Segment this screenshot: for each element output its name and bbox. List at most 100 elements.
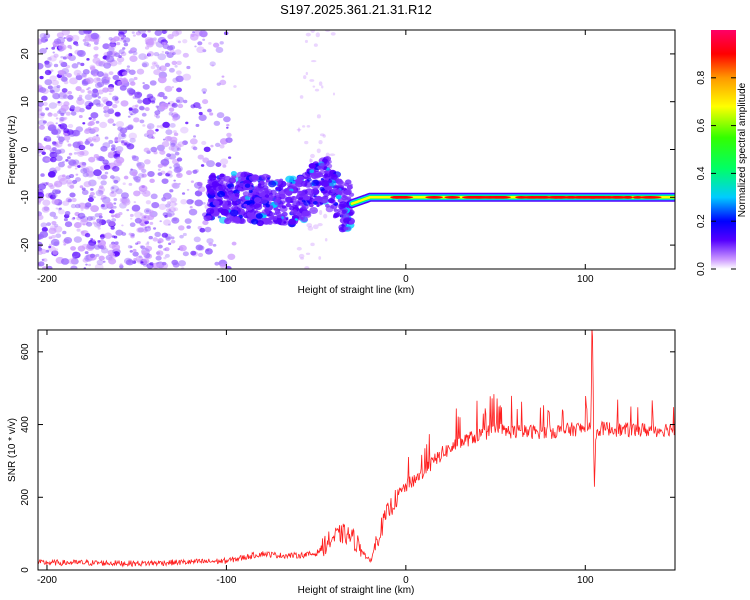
heat-blob (306, 124, 311, 128)
heat-blob (42, 101, 48, 106)
heat-blob (104, 171, 109, 175)
heat-blob (53, 53, 59, 58)
heat-blob (228, 193, 236, 199)
heat-blob (146, 262, 154, 269)
heat-blob (66, 181, 75, 188)
heat-blob (291, 180, 296, 184)
heat-blob (73, 106, 82, 113)
heat-blob (53, 152, 59, 157)
heat-blob (302, 125, 306, 128)
heat-blob (177, 40, 181, 44)
heat-blob (119, 263, 123, 266)
heat-blob (77, 165, 81, 168)
heat-blob (153, 51, 160, 57)
heat-blob (256, 220, 265, 227)
snr-series-line (38, 330, 675, 568)
heat-blob (73, 152, 78, 155)
y-tick-label: 20 (20, 48, 31, 60)
heat-blob (95, 253, 100, 257)
heat-blob (128, 69, 136, 75)
heat-blob (63, 116, 68, 120)
heat-blob (310, 30, 315, 33)
heat-blob (111, 235, 116, 238)
heat-blob (38, 113, 45, 119)
heat-blob (335, 194, 342, 200)
spectrogram-y-ticks: -20 -10 0 10 20 (20, 48, 675, 252)
heat-blob (178, 225, 185, 231)
heat-blob (114, 241, 119, 245)
heat-blob (63, 101, 70, 107)
heat-blob (70, 203, 77, 209)
heat-blob (194, 45, 197, 48)
heat-blob (190, 250, 197, 256)
heat-blob (237, 187, 242, 191)
heat-blob (204, 248, 213, 255)
heat-blob (227, 253, 236, 260)
heat-blob (170, 197, 178, 203)
heat-blob (70, 246, 76, 251)
heat-blob (296, 128, 302, 131)
heat-blob (229, 209, 239, 217)
heat-blob (97, 240, 101, 243)
heat-blob (145, 200, 152, 205)
heat-blob (262, 217, 271, 225)
heat-blob (118, 49, 125, 55)
heat-blob (152, 37, 157, 41)
heat-blob (200, 164, 205, 167)
heat-blob (108, 43, 117, 50)
heat-blob (131, 171, 137, 176)
heat-blob (137, 30, 147, 34)
heat-blob (253, 203, 263, 211)
heat-blob (226, 126, 229, 129)
heat-blob (147, 125, 152, 129)
heat-blob (248, 175, 257, 182)
heat-blob (67, 44, 72, 49)
heat-blob (231, 205, 238, 211)
heat-blob (188, 208, 198, 216)
heat-blob (168, 208, 172, 212)
heat-blob (83, 41, 90, 47)
heat-blob (164, 62, 171, 68)
heat-blob (162, 95, 168, 100)
heat-blob (309, 169, 315, 174)
ridge-core (391, 196, 403, 199)
heat-blob (202, 157, 210, 163)
heat-blob (198, 114, 207, 121)
heat-blob (171, 182, 178, 188)
heat-blob (100, 174, 108, 180)
heat-blob (222, 164, 227, 168)
heat-blob (47, 124, 57, 132)
heat-blob (117, 80, 124, 87)
heat-blob (181, 192, 186, 195)
heat-blob (210, 144, 214, 148)
y-tick-label: -10 (20, 190, 31, 205)
heat-blob (97, 96, 101, 99)
heat-blob (62, 56, 67, 60)
heat-blob (63, 236, 73, 244)
heat-blob (182, 39, 188, 44)
heat-blob (112, 176, 121, 183)
heat-blob (179, 234, 184, 239)
heat-blob (323, 213, 328, 219)
ridge-core (573, 196, 595, 199)
heat-blob (154, 231, 161, 237)
heat-blob (122, 182, 126, 186)
heat-blob (173, 163, 181, 169)
heat-blob (58, 209, 65, 215)
heat-blob (144, 107, 150, 112)
heat-blob (129, 137, 136, 143)
snr-background (38, 330, 675, 570)
heat-blob (150, 193, 158, 200)
heat-blob (144, 46, 150, 50)
heat-blob (67, 94, 74, 100)
heat-blob (273, 198, 283, 206)
heat-blob (193, 135, 197, 138)
heat-blob (108, 47, 115, 53)
heat-blob (221, 75, 225, 78)
heat-blob (113, 197, 118, 201)
colorbar-tick-label: 0.6 (696, 118, 707, 132)
heat-blob (134, 104, 139, 108)
heat-blob (126, 65, 131, 68)
heat-blob (304, 212, 312, 218)
heat-blob (72, 141, 81, 149)
